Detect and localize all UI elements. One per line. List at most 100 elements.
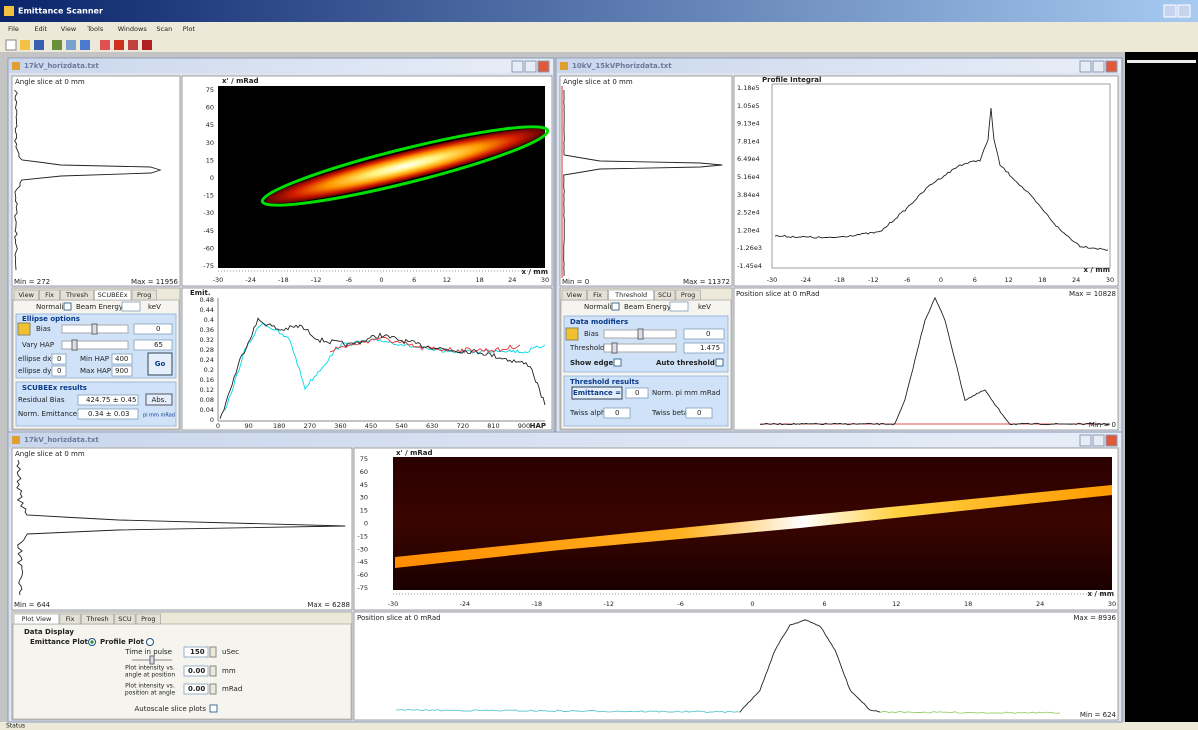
minimize-button[interactable]: [1079, 434, 1092, 447]
y-tick-label: 0.36: [200, 326, 214, 334]
x-tick-label: 90: [244, 422, 252, 430]
angle-spinner[interactable]: [209, 665, 217, 677]
menu-item[interactable]: Scan: [156, 25, 172, 33]
twiss-beta-output: [685, 407, 713, 419]
menu-item[interactable]: File: [8, 25, 19, 33]
tab[interactable]: [13, 289, 39, 301]
y-tick-label: 1.18e5: [737, 84, 760, 92]
tool-help[interactable]: [80, 40, 90, 50]
autoscale-checkbox[interactable]: [209, 704, 218, 713]
y-tick-label: 0.08: [200, 396, 214, 404]
bias-input[interactable]: [133, 323, 173, 335]
beam-energy-input[interactable]: [669, 301, 689, 312]
twiss-beta-label: Twiss beta: [651, 409, 688, 417]
tab[interactable]: [60, 289, 94, 301]
maximize-button[interactable]: [524, 60, 537, 73]
show-edge-checkbox[interactable]: [613, 358, 622, 367]
y-tick-label: 1.05e5: [737, 102, 760, 110]
threshold-thumb[interactable]: [611, 342, 618, 354]
mdi-title-bar: [9, 59, 553, 73]
tool-print[interactable]: [52, 40, 62, 50]
menu-item[interactable]: Windows: [118, 25, 148, 33]
angle-input[interactable]: [183, 665, 209, 677]
time-spinner[interactable]: [209, 646, 217, 658]
minimize-button[interactable]: [511, 60, 524, 73]
min-hap-input[interactable]: [111, 353, 133, 365]
auto-threshold-checkbox[interactable]: [715, 358, 724, 367]
y-tick-label: 2.52e4: [737, 209, 760, 217]
max-hap-input[interactable]: [111, 365, 133, 377]
menu-item[interactable]: Tools: [86, 25, 104, 33]
menu-item[interactable]: View: [61, 25, 77, 33]
y-tick-label: -15: [203, 192, 214, 200]
tool-plot3[interactable]: [142, 40, 152, 50]
tab[interactable]: [94, 289, 132, 301]
ellipse-dy-input[interactable]: [51, 365, 67, 377]
tool-open[interactable]: [20, 40, 30, 50]
bias-value: 0: [156, 325, 160, 333]
position-spinner[interactable]: [209, 683, 217, 695]
go-button[interactable]: [147, 352, 173, 376]
tab-label: Fix: [66, 615, 75, 623]
emit-y-label: Emit.: [190, 289, 210, 297]
x-tick-label: 24: [508, 276, 516, 284]
profile-curve: [774, 108, 1109, 251]
position-input[interactable]: [183, 683, 209, 695]
threshold-input[interactable]: [683, 342, 725, 354]
x-tick-label: 30: [1108, 600, 1116, 608]
normalize-checkbox[interactable]: [63, 302, 72, 311]
tab[interactable]: [608, 289, 654, 301]
close-button[interactable]: [1105, 434, 1118, 447]
tool-plot[interactable]: [114, 40, 124, 50]
time-input[interactable]: [183, 646, 209, 658]
tool-scan[interactable]: [100, 40, 110, 50]
profile-plot-radio[interactable]: [146, 638, 154, 646]
threshold-slider[interactable]: [603, 343, 677, 353]
emittance-button[interactable]: [571, 386, 623, 400]
vary-hap-input[interactable]: [133, 339, 173, 351]
tab[interactable]: [13, 613, 60, 625]
close-button[interactable]: [1105, 60, 1118, 73]
max-hap-label: Max HAP: [80, 367, 111, 375]
minimize-button[interactable]: [1163, 4, 1177, 18]
tab[interactable]: [587, 289, 609, 301]
maximize-button[interactable]: [1092, 434, 1105, 447]
menu-item[interactable]: Plot: [183, 25, 196, 33]
maximize-button[interactable]: [1092, 60, 1105, 73]
time-thumb[interactable]: [149, 655, 155, 665]
tab[interactable]: [59, 613, 81, 625]
tab[interactable]: [39, 289, 61, 301]
tab[interactable]: [114, 613, 136, 625]
x-tick-label: -24: [800, 276, 811, 284]
y-tick-label: -45: [203, 227, 214, 235]
profile-plot-label: Profile Plot: [100, 638, 145, 646]
bias-thumb[interactable]: [91, 323, 98, 335]
tab[interactable]: [561, 289, 587, 301]
tab[interactable]: [135, 613, 161, 625]
normalize-checkbox[interactable]: [611, 302, 620, 311]
lock-button[interactable]: [565, 327, 579, 341]
tab-label: SCU: [118, 615, 132, 623]
maximize-button[interactable]: [1177, 4, 1191, 18]
tool-new[interactable]: [5, 39, 17, 51]
bias-thumb[interactable]: [637, 328, 644, 340]
bias-input[interactable]: [683, 328, 725, 340]
menu-item[interactable]: Edit: [34, 25, 47, 33]
tab[interactable]: [675, 289, 701, 301]
tool-save[interactable]: [34, 40, 44, 50]
time-value: 150: [190, 648, 205, 656]
abs-button[interactable]: [145, 393, 173, 406]
tab[interactable]: [80, 613, 115, 625]
tool-copy[interactable]: [66, 40, 76, 50]
vary-hap-slider[interactable]: [61, 340, 129, 350]
close-button[interactable]: [537, 60, 550, 73]
ellipse-dx-input[interactable]: [51, 353, 67, 365]
beam-energy-input[interactable]: [121, 301, 141, 312]
autoscale-label: Autoscale slice plots: [135, 705, 207, 713]
tab[interactable]: [654, 289, 676, 301]
lock-button[interactable]: [17, 322, 31, 336]
tab[interactable]: [131, 289, 157, 301]
minimize-button[interactable]: [1079, 60, 1092, 73]
vary-hap-thumb[interactable]: [71, 339, 78, 351]
tool-plot2[interactable]: [128, 40, 138, 50]
